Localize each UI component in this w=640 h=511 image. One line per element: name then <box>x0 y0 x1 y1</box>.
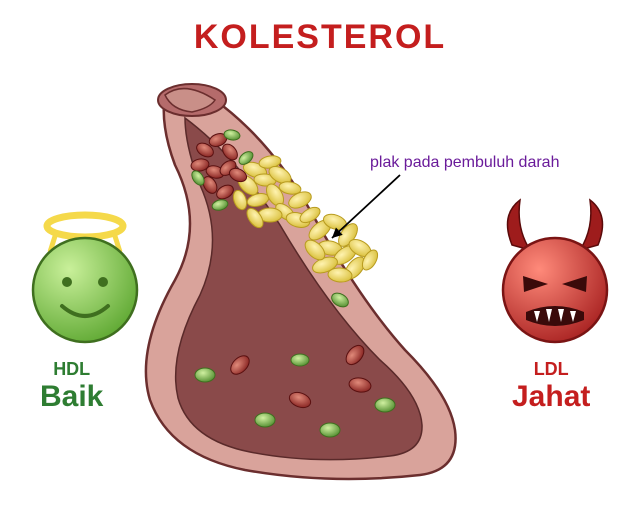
hdl-label-block: HDL Baik <box>40 360 103 413</box>
hdl-code: HDL <box>53 359 90 379</box>
hdl-word: Baik <box>40 380 103 413</box>
ldl-code: LDL <box>534 359 569 379</box>
ldl-label-block: LDL Jahat <box>512 360 590 413</box>
annotation-arrow <box>332 175 400 238</box>
cholesterol-diagram <box>0 0 640 511</box>
plaque-annotation: plak pada pembuluh darah <box>370 154 559 172</box>
hdl-angel-icon <box>33 215 137 342</box>
annotation-text: plak pada pembuluh darah <box>370 154 559 171</box>
blood-vessel <box>146 84 456 479</box>
ldl-word: Jahat <box>512 380 590 413</box>
ldl-devil-icon <box>503 200 607 342</box>
